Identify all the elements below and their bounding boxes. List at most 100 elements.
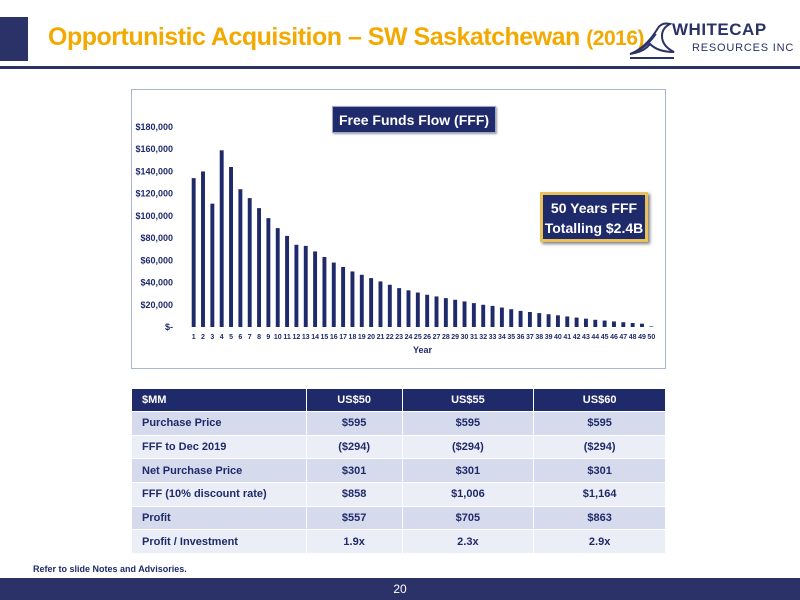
x-tick-label: 46 (610, 334, 618, 341)
footnote: Refer to slide Notes and Advisories. (33, 564, 187, 574)
x-tick-label: 44 (591, 334, 599, 341)
chart-bar (247, 198, 252, 327)
x-tick-label: 10 (274, 334, 282, 341)
chart-bar (238, 189, 243, 327)
chart-bar (640, 323, 644, 327)
chart-bar (257, 208, 262, 327)
table-header-cell: US$50 (305, 388, 403, 412)
row-label: Profit (131, 505, 307, 531)
header-accent-bar (0, 17, 28, 61)
x-tick-label: 35 (507, 334, 515, 341)
x-tick-label: 30 (461, 334, 469, 341)
table-cell: 2.9x (533, 529, 666, 555)
chart-bar (275, 228, 280, 327)
x-tick-label: 17 (339, 334, 347, 341)
table-header-cell: $MM (131, 388, 307, 412)
x-tick-label: 6 (238, 334, 242, 341)
x-tick-label: 24 (405, 334, 413, 341)
chart-bar (303, 245, 308, 327)
y-tick-label: $100,000 (135, 211, 173, 221)
chart-bar (443, 298, 448, 327)
page-number: 20 (393, 582, 407, 596)
table-cell: 2.3x (401, 529, 535, 555)
x-tick-label: 25 (414, 334, 422, 341)
x-axis-label: Year (413, 345, 433, 355)
table-row: Net Purchase Price $301 $301 $301 (131, 458, 666, 484)
y-tick-label: $60,000 (140, 255, 173, 265)
table-cell: $301 (305, 458, 403, 484)
x-tick-label: 3 (210, 334, 214, 341)
chart-bar (462, 301, 467, 327)
x-tick-label: 1 (192, 334, 196, 341)
x-tick-label: 9 (266, 334, 270, 341)
chart-bar (630, 323, 635, 327)
whitecap-logo: WHITECAP RESOURCES INC (628, 18, 793, 62)
x-tick-label: 20 (367, 334, 375, 341)
table-cell: $595 (401, 411, 535, 436)
x-tick-label: 22 (386, 334, 394, 341)
chart-bar (201, 171, 205, 327)
slide-title: Opportunistic Acquisition – SW Saskatche… (48, 23, 644, 52)
chart-bar (490, 305, 495, 327)
row-label: Purchase Price (131, 411, 307, 436)
chart-bar (229, 167, 233, 327)
x-tick-label: 38 (535, 334, 543, 341)
chart-bar (621, 322, 626, 327)
row-label: FFF to Dec 2019 (131, 434, 307, 460)
table-cell: 1.9x (305, 529, 403, 555)
callout-line-2: Totalling $2.4B (544, 220, 644, 236)
chart-bar (555, 315, 560, 327)
chart-bar (481, 304, 486, 327)
chart-bar (369, 278, 374, 327)
x-tick-label: 31 (470, 334, 478, 341)
chart-bar (406, 290, 411, 327)
table-row: Profit / Investment 1.9x 2.3x 2.9x (131, 529, 666, 555)
wave-logo-icon (629, 22, 675, 59)
x-tick-label: 11 (283, 334, 291, 341)
x-tick-label: 32 (479, 334, 487, 341)
table-header-cell: US$60 (533, 388, 666, 412)
y-tick-label: $160,000 (135, 144, 173, 154)
y-tick-label: $180,000 (135, 122, 173, 132)
chart-bar (499, 307, 504, 327)
scenario-table: $MM US$50 US$55 US$60 Purchase Price $59… (131, 388, 666, 555)
chart-bar (322, 257, 327, 327)
table-row: Profit $557 $705 $863 (131, 505, 666, 531)
x-tick-label: 18 (349, 334, 357, 341)
slide-footer (0, 578, 800, 600)
table-cell: $595 (305, 411, 403, 436)
table-cell: $1,006 (401, 482, 535, 507)
y-tick-label: $- (165, 322, 173, 332)
x-tick-label: 29 (451, 334, 459, 341)
x-tick-label: 43 (582, 334, 590, 341)
y-tick-label: $80,000 (140, 233, 173, 243)
chart-bar (527, 312, 532, 327)
table-cell: $863 (533, 505, 666, 531)
chart-bar (537, 313, 542, 327)
x-tick-label: 45 (601, 334, 609, 341)
x-tick-label: 36 (517, 334, 525, 341)
table-cell: $858 (305, 482, 403, 507)
table-cell: $705 (401, 505, 535, 531)
chart-bar (191, 178, 196, 327)
x-tick-label: 8 (257, 334, 261, 341)
slide-title-main: Opportunistic Acquisition – SW Saskatche… (48, 23, 580, 51)
table-cell: $1,164 (533, 482, 666, 507)
chart-bar (350, 271, 355, 327)
table-row: FFF (10% discount rate) $858 $1,006 $1,1… (131, 482, 666, 507)
x-tick-label: 34 (498, 334, 506, 341)
chart-bar (331, 262, 336, 327)
x-tick-label: 2 (201, 334, 205, 341)
y-tick-label: $120,000 (135, 189, 173, 199)
x-tick-label: 21 (377, 334, 385, 341)
chart-bar (425, 294, 430, 327)
x-tick-label: 28 (442, 334, 450, 341)
table-cell: $557 (305, 505, 403, 531)
table-cell: ($294) (305, 434, 403, 460)
chart-bar (387, 284, 392, 327)
table-row: Purchase Price $595 $595 $595 (131, 411, 666, 436)
x-tick-label: 50 (647, 334, 655, 341)
x-tick-label: 37 (526, 334, 534, 341)
chart-bar (341, 267, 346, 327)
y-tick-label: $40,000 (140, 278, 173, 288)
